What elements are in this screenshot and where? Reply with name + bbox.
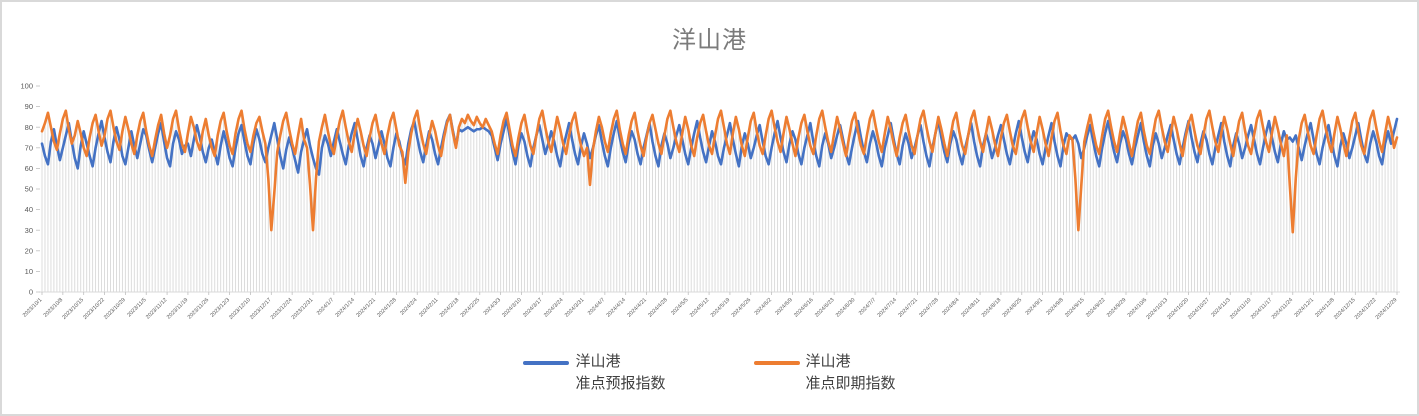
svg-text:2023/11/12: 2023/11/12 (145, 297, 168, 320)
legend-item-forecast-index[interactable]: 洋山港 准点预报指数 (523, 351, 666, 395)
svg-text:2024/8/11: 2024/8/11 (960, 297, 981, 318)
svg-text:2024/2/11: 2024/2/11 (418, 297, 439, 318)
svg-text:2024/6/30: 2024/6/30 (835, 297, 857, 319)
svg-text:2024/9/29: 2024/9/29 (1106, 297, 1128, 319)
svg-text:2023/11/5: 2023/11/5 (126, 297, 147, 318)
svg-text:70: 70 (25, 143, 33, 152)
svg-text:2023/12/3: 2023/12/3 (209, 297, 231, 319)
svg-text:2024/11/3: 2024/11/3 (1210, 297, 1231, 318)
svg-text:2024/5/26: 2024/5/26 (731, 297, 753, 319)
series-line-spot-index[interactable] (40, 109, 1399, 234)
svg-text:2024/2/18: 2024/2/18 (439, 297, 461, 319)
svg-text:2024/11/24: 2024/11/24 (1271, 297, 1294, 320)
svg-text:2024/1/21: 2024/1/21 (355, 297, 377, 319)
svg-text:2023/10/29: 2023/10/29 (103, 297, 127, 321)
svg-text:2024/2/4: 2024/2/4 (399, 297, 418, 316)
svg-text:2024/3/24: 2024/3/24 (543, 297, 565, 319)
svg-text:2024/1/7: 2024/1/7 (316, 297, 335, 316)
svg-text:100: 100 (20, 82, 33, 91)
svg-text:2024/3/3: 2024/3/3 (483, 297, 502, 316)
svg-text:2024/4/28: 2024/4/28 (647, 297, 669, 319)
svg-text:2024/7/7: 2024/7/7 (858, 297, 877, 316)
svg-text:20: 20 (25, 246, 33, 255)
svg-text:2024/8/25: 2024/8/25 (1002, 297, 1024, 319)
legend-line-swatch-orange-icon (753, 361, 800, 365)
svg-text:2024/6/16: 2024/6/16 (793, 297, 815, 319)
svg-text:2024/3/31: 2024/3/31 (564, 297, 586, 319)
svg-text:2024/5/19: 2024/5/19 (710, 297, 732, 319)
svg-text:50: 50 (25, 185, 33, 194)
legend-label-line2: 准点预报指数 (575, 375, 666, 392)
legend-label-forecast-index: 洋山港 准点预报指数 (575, 351, 665, 395)
svg-text:2024/8/4: 2024/8/4 (941, 297, 960, 316)
legend-label-line2: 准点即期指数 (805, 375, 896, 392)
svg-text:2024/7/21: 2024/7/21 (897, 297, 919, 319)
svg-text:2024/11/17: 2024/11/17 (1250, 297, 1273, 320)
svg-text:0: 0 (29, 288, 33, 297)
svg-text:2024/5/12: 2024/5/12 (689, 297, 711, 319)
svg-text:2024/9/1: 2024/9/1 (1025, 297, 1044, 316)
legend-label-line1: 洋山港 (805, 353, 851, 370)
svg-text:2024/11/10: 2024/11/10 (1229, 297, 1252, 320)
svg-text:2024/1/28: 2024/1/28 (376, 297, 398, 319)
svg-text:2024/3/10: 2024/3/10 (501, 297, 523, 319)
svg-text:2024/9/15: 2024/9/15 (1064, 297, 1086, 319)
svg-text:80: 80 (25, 123, 33, 132)
legend-label-spot-index: 洋山港 准点即期指数 (806, 351, 896, 395)
svg-text:2024/7/28: 2024/7/28 (918, 297, 940, 319)
chart-title[interactable]: 洋山港 (672, 27, 747, 54)
svg-text:2024/12/1: 2024/12/1 (1293, 297, 1315, 319)
svg-text:2023/11/26: 2023/11/26 (187, 297, 210, 320)
svg-text:2024/5/5: 2024/5/5 (670, 297, 689, 316)
svg-text:10: 10 (25, 267, 33, 276)
svg-text:2024/1/14: 2024/1/14 (335, 297, 357, 319)
svg-text:30: 30 (25, 226, 33, 235)
svg-text:2024/4/7: 2024/4/7 (587, 297, 606, 316)
svg-text:2024/12/8: 2024/12/8 (1314, 297, 1336, 319)
svg-text:2023/10/8: 2023/10/8 (43, 297, 65, 319)
legend-item-spot-index[interactable]: 洋山港 准点即期指数 (753, 351, 896, 395)
svg-text:2024/9/22: 2024/9/22 (1085, 297, 1107, 319)
x-axis-labels: 2023/10/1 2023/10/82023/10/152023/10/2220… (22, 292, 1399, 321)
svg-text:90: 90 (25, 102, 33, 111)
svg-text:2024/4/14: 2024/4/14 (606, 297, 628, 319)
svg-text:2024/3/17: 2024/3/17 (522, 297, 544, 319)
chart-legend: 洋山港 准点预报指数 洋山港 准点即期指数 (2, 351, 1417, 395)
svg-text:2024/2/25: 2024/2/25 (460, 297, 482, 319)
svg-text:2024/12/29: 2024/12/29 (1375, 297, 1399, 321)
svg-text:2023/12/31: 2023/12/31 (291, 297, 315, 321)
svg-text:2024/10/27: 2024/10/27 (1187, 297, 1211, 321)
svg-text:2024/8/18: 2024/8/18 (981, 297, 1003, 319)
y-axis-labels: 0 10 20 30 40 50 60 70 80 90 100 (20, 82, 40, 297)
legend-label-line1: 洋山港 (575, 353, 621, 370)
svg-text:60: 60 (25, 164, 33, 173)
svg-text:2024/6/9: 2024/6/9 (774, 297, 793, 316)
legend-line-swatch-blue-icon (523, 361, 570, 365)
svg-text:2024/4/21: 2024/4/21 (626, 297, 648, 319)
svg-text:2024/7/14: 2024/7/14 (877, 297, 899, 319)
svg-text:2024/9/8: 2024/9/8 (1045, 297, 1064, 316)
svg-text:2024/6/2: 2024/6/2 (754, 297, 773, 316)
svg-text:40: 40 (25, 205, 33, 214)
svg-text:2023/10/1: 2023/10/1 (22, 297, 44, 319)
svg-text:2024/6/23: 2024/6/23 (814, 297, 836, 319)
svg-text:2024/10/6: 2024/10/6 (1127, 297, 1149, 319)
svg-text:2023/11/19: 2023/11/19 (166, 297, 189, 320)
